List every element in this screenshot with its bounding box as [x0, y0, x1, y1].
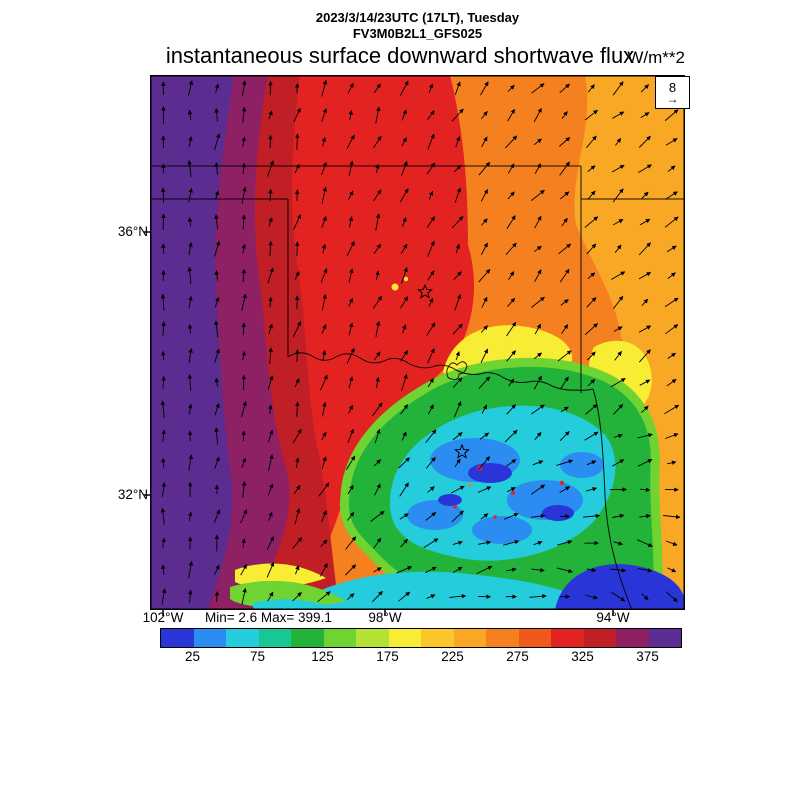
model-line: FV3M0B2L1_GFS025 — [352, 26, 483, 41]
wind-reference-legend: 8 → — [655, 76, 690, 109]
map-canvas — [144, 75, 685, 616]
units-label: W/m**2 — [627, 48, 685, 67]
yellow-speck — [403, 276, 409, 282]
lon-label-98w: 98°W — [368, 610, 402, 625]
region-purple — [150, 75, 234, 610]
colorbar-segment — [161, 629, 194, 647]
colorbar-segment — [453, 629, 486, 647]
colorbar-segment — [648, 629, 681, 647]
yellow-speck — [391, 283, 399, 291]
state-borders — [150, 165, 685, 610]
lon-label-94w: 94°W — [596, 610, 630, 625]
colorbar-tick-label: 75 — [249, 649, 266, 664]
colorbar-segment — [551, 629, 584, 647]
minmax-label: Min= 2.6 Max= 399.1 — [205, 610, 332, 625]
star-marker-north — [417, 283, 433, 299]
colorbar-tick-label: 325 — [571, 649, 594, 664]
star-marker-south — [454, 443, 470, 459]
colorbar-tick-label: 25 — [184, 649, 201, 664]
colorbar-segment — [583, 629, 616, 647]
plot-title: instantaneous surface downward shortwave… — [165, 43, 635, 68]
colorbar — [160, 628, 682, 648]
colorbar-tick-labels: 25 75 125 175 225 275 325 375 — [160, 649, 680, 665]
lon-label-102w: 102°W — [142, 610, 184, 625]
colorbar-segment — [226, 629, 259, 647]
region-cyan-sliver-sw — [252, 599, 342, 610]
map-frame — [150, 75, 685, 610]
flux-fill-regions — [150, 75, 685, 610]
lat-label-32n: 32°N — [117, 487, 148, 502]
colorbar-tick-label: 175 — [376, 649, 399, 664]
river-knot — [446, 361, 468, 380]
colorbar-tick-label: 375 — [636, 649, 659, 664]
colorbar-tick-label: 125 — [311, 649, 334, 664]
colorbar-segment — [388, 629, 421, 647]
colorbar-segment — [356, 629, 389, 647]
colorbar-segment — [291, 629, 324, 647]
colorbar-segment — [258, 629, 291, 647]
wind-reference-arrow-icon: → — [666, 92, 679, 106]
datetime-line: 2023/3/14/23UTC (17LT), Tuesday — [315, 10, 520, 25]
colorbar-tick-label: 275 — [506, 649, 529, 664]
wind-arrows — [160, 79, 681, 605]
border-red-river — [287, 352, 594, 391]
colorbar-segment — [323, 629, 356, 647]
region-cyan-bottom — [285, 571, 605, 610]
colorbar-segment — [616, 629, 649, 647]
colorbar-segment — [193, 629, 226, 647]
colorbar-segment — [421, 629, 454, 647]
colorbar-segment — [518, 629, 551, 647]
colorbar-tick-label: 225 — [441, 649, 464, 664]
colorbar-segment — [486, 629, 519, 647]
region-lightgreen-arc-sw — [230, 580, 346, 608]
border-texas-east — [592, 388, 633, 610]
lat-label-36n: 36°N — [117, 224, 148, 239]
axis-tick-marks — [144, 231, 614, 616]
